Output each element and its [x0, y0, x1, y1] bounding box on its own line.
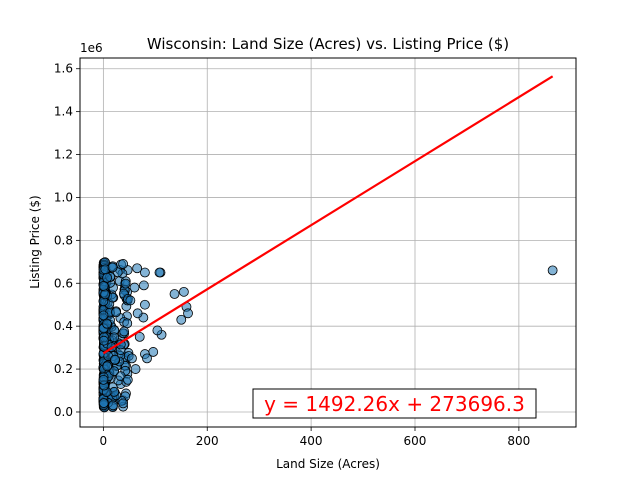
data-point	[108, 400, 118, 411]
data-point	[107, 262, 118, 273]
data-point	[130, 364, 141, 374]
data-point	[98, 281, 109, 291]
chart-title: Wisconsin: Land Size (Acres) vs. Listing…	[147, 35, 509, 53]
data-point	[98, 375, 109, 385]
y-tick-label: 1.6	[54, 62, 73, 76]
y-tick-label: 0.8	[54, 233, 73, 247]
x-axis-label: Land Size (Acres)	[276, 457, 380, 471]
data-points	[98, 257, 558, 413]
data-point	[132, 308, 143, 319]
data-point	[102, 361, 113, 372]
data-point	[132, 263, 143, 274]
data-point	[142, 353, 152, 364]
y-tick-label: 1.4	[54, 105, 73, 119]
x-tick-label: 200	[196, 434, 219, 448]
regression-equation: y = 1492.26x + 273696.3	[264, 392, 525, 416]
data-point	[98, 310, 109, 321]
data-point	[119, 326, 130, 337]
equation-box-frame	[252, 388, 537, 419]
data-point	[125, 295, 136, 306]
data-point	[547, 265, 558, 276]
y-tick-label: 0.2	[54, 362, 73, 376]
y-tick-label: 1.0	[54, 190, 73, 204]
data-point	[140, 267, 150, 278]
data-point	[176, 314, 187, 325]
data-point	[138, 280, 149, 291]
y-axis-label: Listing Price ($)	[28, 195, 42, 288]
data-point	[111, 307, 121, 318]
data-point	[109, 332, 120, 343]
data-point	[134, 331, 145, 342]
data-point	[183, 308, 193, 319]
data-point	[118, 398, 129, 409]
data-point	[178, 286, 189, 297]
data-point	[109, 366, 120, 377]
data-point	[122, 374, 133, 385]
data-point	[129, 282, 140, 293]
data-point	[102, 272, 112, 283]
x-tick-label: 600	[404, 434, 427, 448]
data-point	[154, 267, 165, 278]
data-point	[118, 259, 129, 269]
data-point	[152, 325, 163, 336]
x-tick-label: 400	[300, 434, 323, 448]
data-point	[169, 289, 180, 299]
y-tick-label: 1.2	[54, 148, 73, 162]
plot-frame	[79, 57, 577, 428]
y-axis-ticks: 0.0 0.2 0.4 0.6 0.8 1.0 1.2 1.4 1.6	[54, 62, 80, 419]
data-point	[98, 398, 109, 408]
x-axis-ticks: 0 200 400 600 800	[100, 427, 530, 448]
y-tick-label: 0.4	[54, 319, 73, 333]
data-point	[122, 318, 133, 329]
regression-equation-box: y = 1492.26x + 273696.3	[252, 388, 537, 419]
data-point	[120, 278, 131, 289]
data-point	[98, 335, 109, 346]
grid	[80, 58, 576, 427]
data-point	[100, 289, 111, 300]
regression-line-group	[102, 75, 554, 355]
x-tick-label: 800	[507, 434, 530, 448]
regression-line	[102, 75, 554, 355]
y-tick-label: 0.0	[54, 405, 73, 419]
data-point	[110, 354, 120, 365]
x-tick-label: 0	[100, 434, 108, 448]
y-scale-offset-label: 1e6	[80, 41, 103, 55]
y-tick-label: 0.6	[54, 276, 73, 290]
data-point	[140, 299, 150, 310]
data-point	[127, 353, 137, 364]
data-point	[101, 318, 112, 329]
